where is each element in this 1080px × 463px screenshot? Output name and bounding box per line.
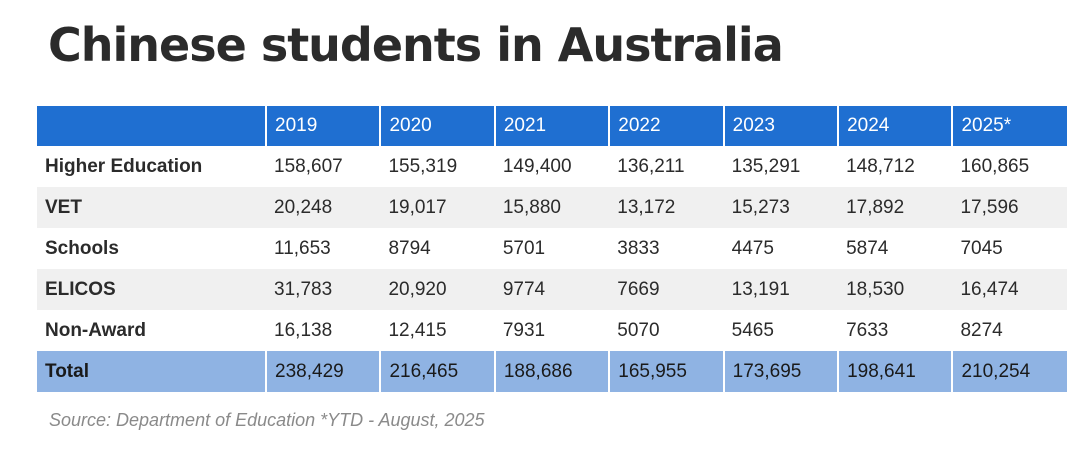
total-cell: 165,955 [608,351,724,392]
source-note: Source: Department of Education *YTD - A… [49,410,485,430]
table-cell: 5874 [846,237,889,259]
page-title: Chinese students in Australia [48,18,784,72]
header-cell-2024: 2024 [837,106,953,146]
table-cell: 8274 [960,319,1003,341]
table-cell: 7669 [609,269,724,310]
table-cell: 15,273 [723,187,839,228]
table-cell: 16,138 [274,319,333,341]
header-cell-2021: 2021 [493,106,610,146]
table-row-vet: VET 20,248 19,017 15,880 13,172 15,273 1… [37,187,1067,228]
table-cell: 17,892 [838,187,953,228]
table-cell: 7633 [846,319,889,341]
table-cell: 18,530 [838,269,953,310]
table-cell: 17,596 [952,187,1067,228]
header-cell-empty [37,106,267,146]
header-cell-2022: 2022 [608,106,724,146]
row-label: Higher Education [45,155,203,177]
table-cell: 11,653 [274,237,331,259]
table-cell: 31,783 [266,269,381,310]
total-cell: 216,465 [379,351,495,392]
row-label: ELICOS [37,269,267,310]
total-cell: 210,254 [951,351,1067,392]
header-cell-2019: 2019 [265,106,381,146]
table-cell: 135,291 [731,155,801,177]
header-cell-2020: 2020 [379,106,495,146]
table-cell: 148,712 [846,155,915,177]
header-cell-2025: 2025* [951,106,1067,146]
table-cell: 5070 [617,319,660,341]
table-cell: 20,248 [266,187,381,228]
table-header-row: 2019 2020 2021 2022 2023 2024 2025* [37,106,1067,146]
table-cell: 13,191 [723,269,839,310]
table-cell: 16,474 [952,269,1067,310]
table-cell: 7045 [960,237,1003,259]
table-cell: 4475 [731,237,774,259]
table-cell: 12,415 [388,319,447,341]
table-cell: 15,880 [494,187,610,228]
row-label: Schools [45,237,119,259]
table-row-elicos: ELICOS 31,783 20,920 9774 7669 13,191 18… [37,269,1067,310]
table-cell: 7931 [502,319,546,341]
table-row-total: Total 238,429 216,465 188,686 165,955 17… [37,351,1067,392]
table-cell: 8794 [388,237,431,259]
row-label: VET [37,187,267,228]
table-cell: 19,017 [380,187,495,228]
table-cell: 20,920 [380,269,495,310]
table-cell: 136,211 [617,155,685,177]
table-cell: 155,319 [388,155,458,177]
table-cell: 160,865 [960,155,1030,177]
students-table: 2019 2020 2021 2022 2023 2024 2025* High… [37,106,1067,392]
table-row-schools: Schools 11,653 8794 5701 3833 4475 5874 … [37,228,1067,269]
table-row-higher-education: Higher Education 158,607 155,319 149,400… [37,146,1067,187]
total-cell: 173,695 [722,351,839,392]
table-cell: 158,607 [274,155,343,177]
table-cell: 5465 [731,319,774,341]
row-label: Non-Award [45,319,146,341]
total-label: Total [37,351,267,392]
table-cell: 9774 [494,269,610,310]
total-cell: 238,429 [265,351,381,392]
total-cell: 198,641 [837,351,953,392]
table-cell: 3833 [617,237,660,259]
table-cell: 149,400 [502,155,572,177]
header-cell-2023: 2023 [722,106,839,146]
table-cell: 13,172 [609,187,724,228]
table-cell: 5701 [502,237,546,259]
table-row-non-award: Non-Award 16,138 12,415 7931 5070 5465 7… [37,310,1067,351]
total-cell: 188,686 [493,351,610,392]
